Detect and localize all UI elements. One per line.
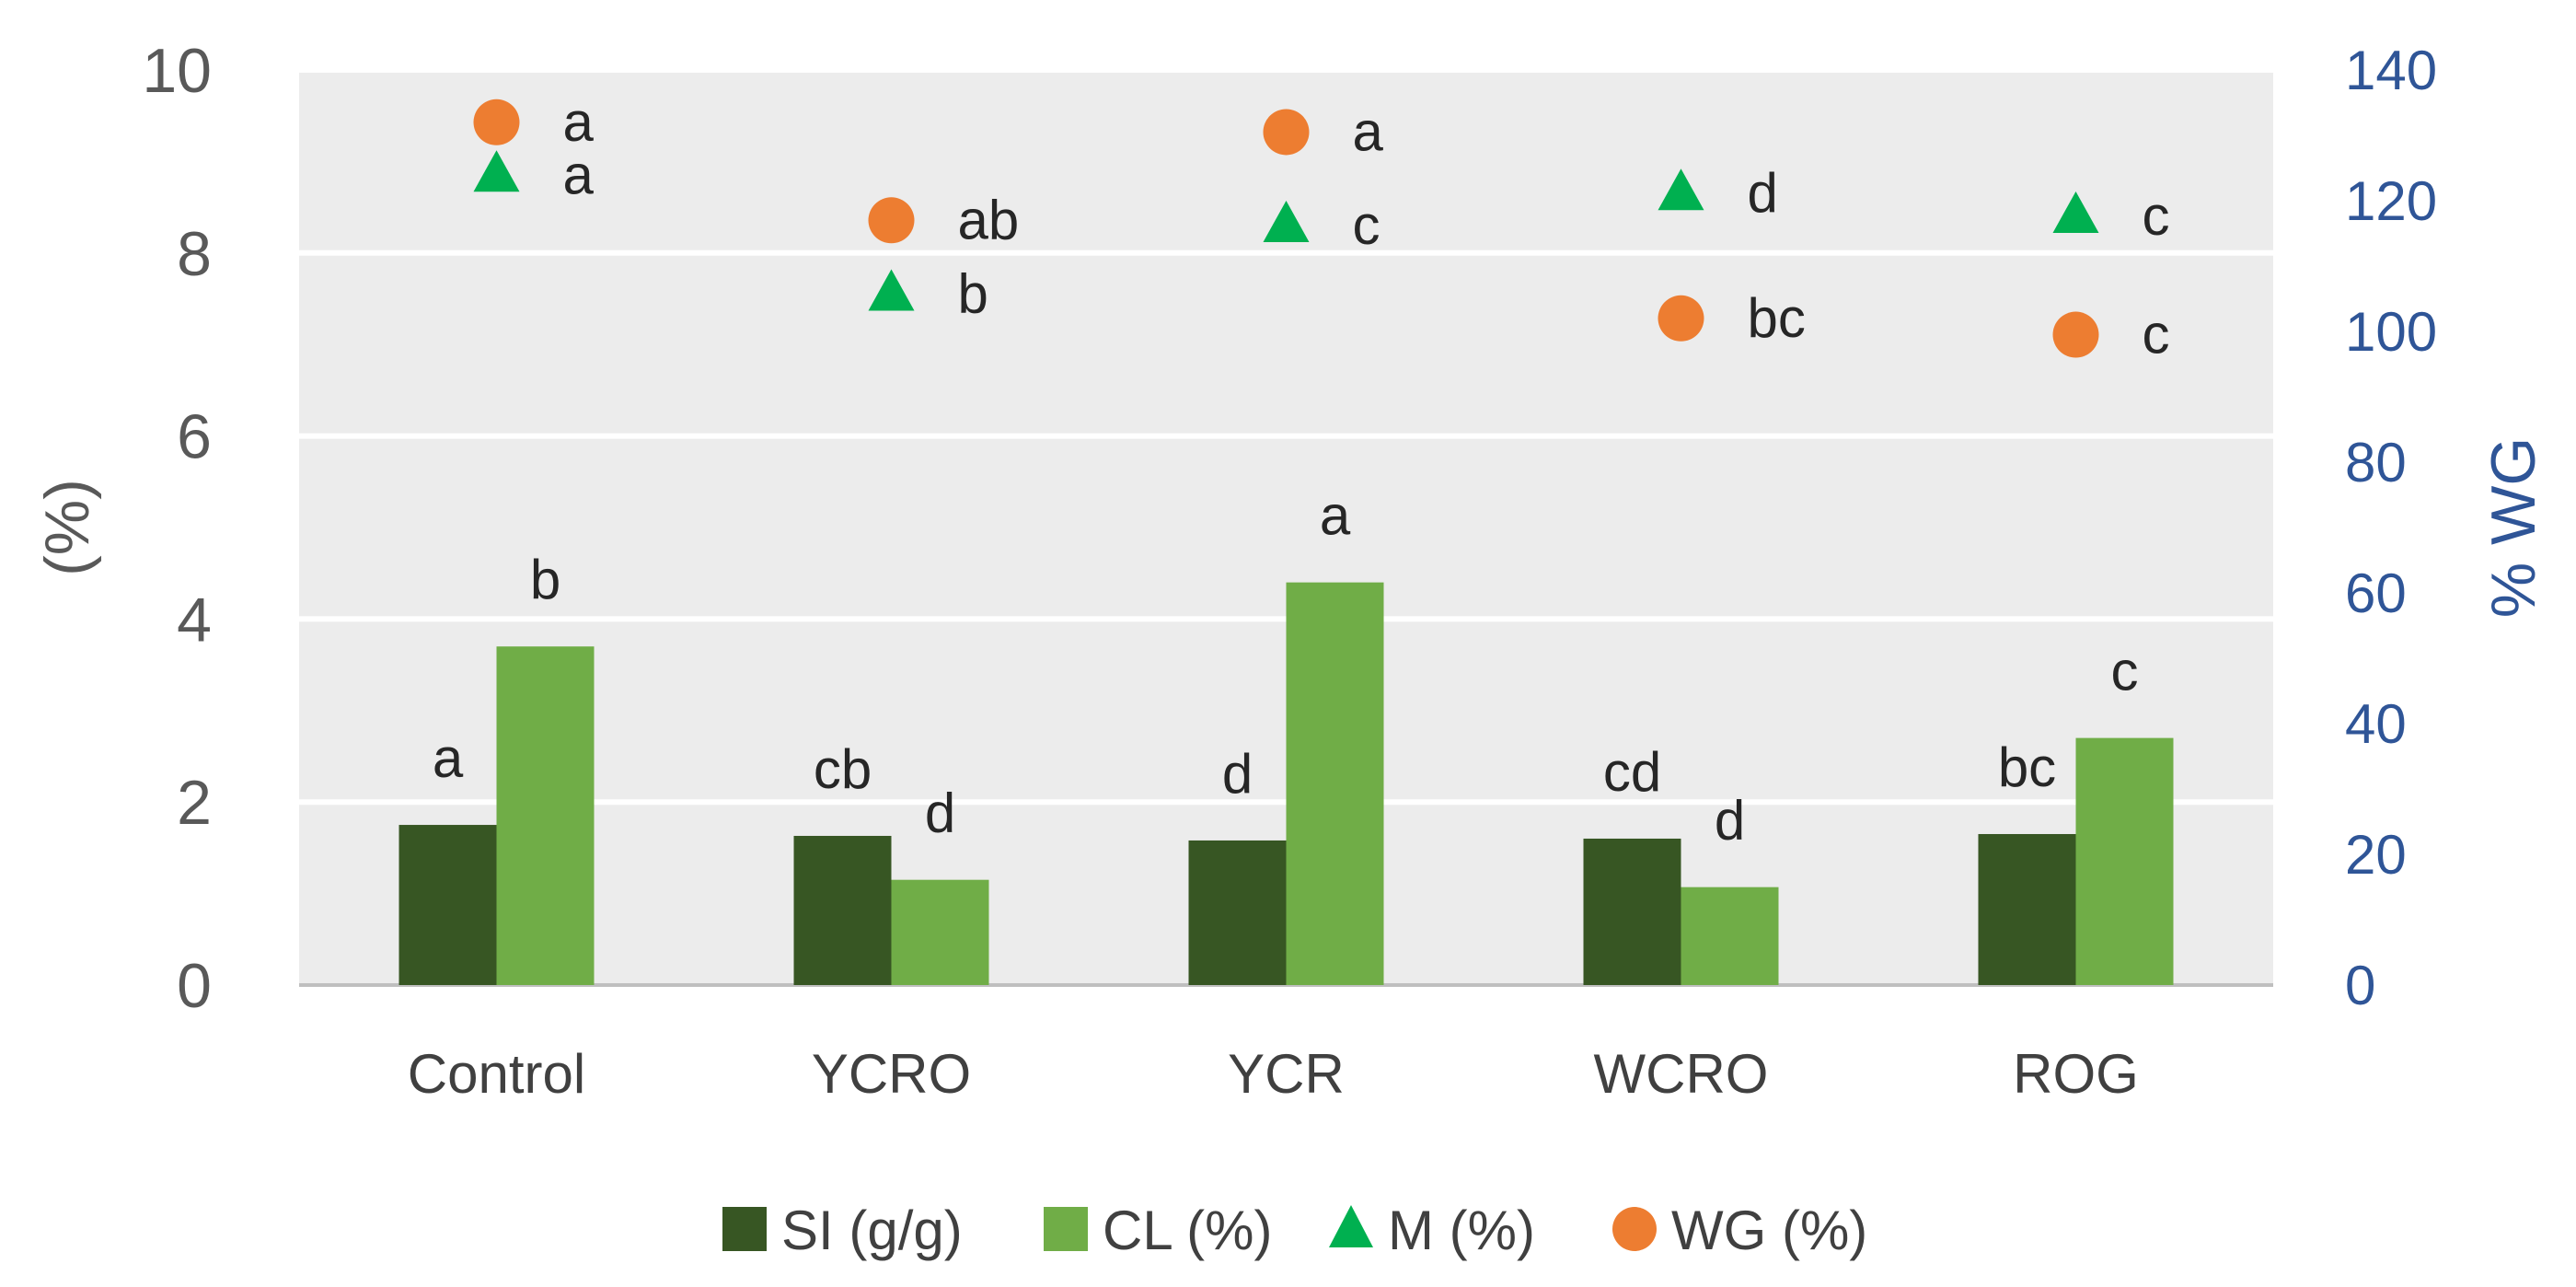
right-tick-label: 0: [2345, 955, 2375, 1016]
marker-significance-label: c: [2143, 304, 2170, 365]
left-tick-label: 10: [142, 36, 212, 106]
legend-label: CL (%): [1103, 1200, 1272, 1261]
category-label: YCR: [1228, 1043, 1345, 1105]
left-axis-ticks: 0 2 4 6 8 10: [142, 36, 212, 1021]
right-tick-label: 120: [2345, 170, 2437, 232]
bar: [891, 879, 989, 985]
bar-significance-label: d: [1222, 743, 1253, 805]
left-tick-label: 0: [177, 951, 212, 1021]
marker-significance-label: a: [563, 91, 595, 153]
category-label: YCRO: [812, 1043, 971, 1105]
bar: [399, 825, 497, 985]
left-axis-title: (%): [32, 479, 102, 576]
legend-swatch: [1044, 1207, 1088, 1251]
marker-significance-label: ab: [958, 189, 1020, 250]
right-tick-label: 80: [2345, 432, 2407, 493]
marker-significance-label: c: [2143, 185, 2170, 247]
left-tick-label: 4: [177, 585, 212, 655]
right-tick-label: 20: [2345, 824, 2407, 886]
circle-marker: [1263, 109, 1310, 156]
bar-significance-label: bc: [1998, 736, 2056, 798]
triangle-marker: [2052, 191, 2099, 234]
triangle-marker: [473, 150, 520, 192]
legend-swatch-circle: [1612, 1207, 1657, 1251]
bar: [1188, 840, 1287, 985]
bar: [496, 646, 595, 985]
circle-marker: [473, 99, 520, 145]
bar-significance-label: a: [1320, 485, 1351, 547]
legend-swatch: [722, 1207, 767, 1251]
category-labels: Control YCRO YCR WCRO ROG: [408, 1043, 2139, 1105]
right-axis-ticks: 0 20 40 60 80 100 120 140: [2345, 40, 2437, 1016]
circle-marker: [868, 197, 915, 244]
marker-significance-label: d: [1748, 162, 1778, 224]
bar-significance-label: cd: [1603, 741, 1661, 803]
left-tick-label: 2: [177, 768, 212, 838]
right-tick-label: 40: [2345, 693, 2407, 755]
bar-significance-label: c: [2111, 641, 2139, 702]
bar-significance-label: d: [925, 783, 955, 844]
bar: [1978, 833, 2076, 985]
right-tick-label: 140: [2345, 40, 2437, 101]
legend-swatch-triangle: [1329, 1205, 1373, 1247]
marker-significance-label: c: [1353, 194, 1380, 256]
circle-marker: [2052, 311, 2099, 358]
bar-significance-label: d: [1715, 790, 1745, 852]
markers: [473, 99, 2099, 358]
marker-significance-label: a: [1353, 100, 1384, 162]
bar-significance-label: b: [530, 549, 560, 610]
bar: [793, 835, 892, 985]
right-tick-label: 60: [2345, 562, 2407, 624]
bar-significance-label: cb: [814, 738, 872, 800]
left-tick-label: 6: [177, 402, 212, 472]
bar: [2075, 737, 2174, 985]
left-tick-label: 8: [177, 219, 212, 289]
triangle-marker: [1658, 168, 1704, 211]
triangle-marker: [868, 269, 915, 311]
marker-significance-label: b: [958, 263, 988, 325]
category-label: ROG: [2013, 1043, 2139, 1105]
legend-label: M (%): [1388, 1200, 1535, 1261]
marker-significance-label: a: [563, 144, 595, 205]
bar-significance-label: a: [433, 727, 464, 789]
right-axis-title: % WG: [2478, 437, 2548, 618]
bar: [1583, 838, 1681, 985]
bar: [1286, 582, 1384, 985]
legend-label: SI (g/g): [781, 1200, 963, 1261]
legend: SI (g/g) CL (%) M (%) WG (%): [722, 1200, 1867, 1261]
circle-marker: [1658, 295, 1704, 342]
triangle-marker: [1263, 200, 1310, 242]
legend-label: WG (%): [1671, 1200, 1867, 1261]
category-label: WCRO: [1594, 1043, 1769, 1105]
bars: [399, 582, 2174, 985]
bar: [1681, 887, 1779, 985]
right-tick-label: 100: [2345, 301, 2437, 363]
category-label: Control: [408, 1043, 585, 1105]
marker-significance-label: bc: [1748, 287, 1806, 349]
